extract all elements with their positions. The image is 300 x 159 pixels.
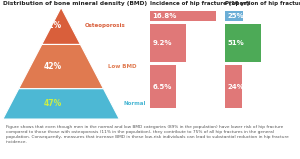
Text: 25%: 25%: [227, 13, 244, 19]
Text: Figure shows that even though men in the normal and low BMD categories (89% in t: Figure shows that even though men in the…: [6, 125, 289, 144]
Text: 16.8%: 16.8%: [152, 13, 176, 19]
Polygon shape: [3, 89, 119, 119]
Text: Proportion of hip fractures: Proportion of hip fractures: [225, 1, 300, 6]
Text: 24%: 24%: [227, 84, 244, 90]
Text: Normal: Normal: [124, 101, 146, 106]
Polygon shape: [19, 45, 104, 89]
Text: Osteoporosis: Osteoporosis: [85, 23, 125, 28]
Bar: [225, 65, 242, 108]
Text: 9.2%: 9.2%: [152, 40, 172, 46]
Bar: [150, 24, 186, 62]
Text: 51%: 51%: [227, 40, 244, 46]
Text: 47%: 47%: [43, 99, 62, 108]
Bar: [150, 11, 216, 21]
Bar: [225, 24, 261, 62]
Text: Distribution of bone mineral density (BMD): Distribution of bone mineral density (BM…: [3, 1, 147, 6]
Text: 42%: 42%: [43, 62, 62, 71]
Text: 11%: 11%: [43, 21, 62, 31]
Text: 6.5%: 6.5%: [152, 84, 172, 90]
Bar: [225, 11, 243, 21]
Bar: [150, 65, 176, 108]
Text: Incidence of hip fracture (10 yr): Incidence of hip fracture (10 yr): [150, 1, 249, 6]
Polygon shape: [42, 7, 80, 45]
Text: Low BMD: Low BMD: [108, 64, 136, 69]
